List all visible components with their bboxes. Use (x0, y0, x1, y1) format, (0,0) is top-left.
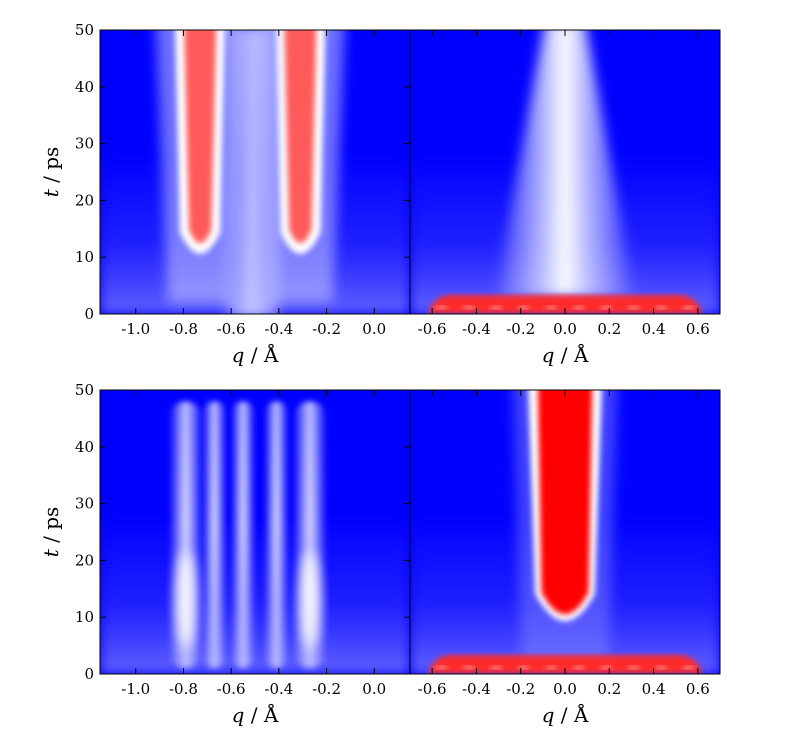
chart-2-feature-2-base-band-speck-2 (462, 305, 475, 310)
chart-3-ylabel-var: t (39, 548, 63, 557)
chart-3-ylabel: t / ps (39, 507, 63, 558)
chart-1-xtick-label-5: -0.2 (312, 320, 341, 338)
chart-1-xlabel-unit: / Å (244, 342, 278, 367)
chart-4-xtick-label-4: 0.0 (553, 680, 577, 698)
chart-3-ytick-label-1: 0 (84, 665, 94, 683)
chart-3-feature-1-stripe-glow (175, 551, 196, 649)
chart-2-feature-2-base-band-speck-5 (545, 305, 558, 310)
chart-2-feature-2-base-band-speck-10 (682, 305, 695, 310)
chart-3-ytick-label-2: 10 (75, 608, 94, 626)
chart-4-xtick-label-3: -0.2 (506, 680, 535, 698)
chart-2-xtick-label-6: 0.4 (642, 320, 666, 338)
chart-3-ytick-label-6: 50 (75, 381, 94, 399)
chart-2-xtick-label-7: 0.6 (686, 320, 710, 338)
chart-1-ylabel: t / ps (39, 147, 63, 198)
chart-4-feature-2-base-band-speck-5 (545, 665, 558, 670)
chart-2-feature-2-base-band-speck-7 (600, 305, 613, 310)
chart-3-feature-5-stripe-glow (299, 551, 320, 649)
chart-4-xlabel-unit: / Å (554, 702, 588, 727)
chart-2-xtick-label-5: 0.2 (597, 320, 621, 338)
chart-4-feature-2-base-band-speck-6 (572, 665, 585, 670)
chart-3-xtick-label-6: 0.0 (362, 680, 386, 698)
chart-4-feature-2-base-band-speck-4 (517, 665, 530, 670)
chart-2-heatmap (410, 30, 720, 314)
chart-4-xtick-label-1: -0.6 (418, 680, 447, 698)
chart-4-xtick-label-6: 0.4 (642, 680, 666, 698)
chart-3-xlabel-unit: / Å (244, 702, 278, 727)
chart-3-heatmap (100, 390, 410, 674)
chart-1-xtick-label-6: 0.0 (362, 320, 386, 338)
chart-2-xtick-label-2: -0.4 (462, 320, 491, 338)
chart-4-feature-2-base-band-speck-10 (682, 665, 695, 670)
panels: -1.0 -0.8 -0.6 -0.4 -0.2 0.0 0 10 20 30 40 50 q / Å t… (39, 21, 721, 727)
chart-2-feature-2-base-band-speck-6 (572, 305, 585, 310)
chart-2-feature-1-central-plume (494, 30, 636, 297)
chart-3-ylabel-unit: / ps (39, 507, 63, 550)
chart-1-ytick-label-5: 40 (75, 78, 94, 96)
chart-1-ytick-label-4: 30 (75, 135, 94, 153)
chart-1-ylabel-unit: / ps (39, 147, 63, 190)
chart-4-xtick-label-7: 0.6 (686, 680, 710, 698)
chart-3-feature-4-stripe (264, 401, 289, 669)
chart-3-xlabel-var: q (232, 703, 245, 727)
chart-2-xlabel: q / Å (542, 342, 589, 367)
chart-3-ytick-label-5: 40 (75, 438, 94, 456)
chart-1-ytick-label-2: 10 (75, 248, 94, 266)
chart-2-top-right: -0.6 -0.4 -0.2 0.0 0.2 0.4 0.6 q / Å (409, 29, 721, 367)
chart-1-ytick-label-6: 50 (75, 21, 94, 39)
chart-4-feature-1-central-column-core (537, 390, 593, 615)
chart-4-feature-2-base-band-speck-7 (600, 665, 613, 670)
chart-1-ytick-label-3: 20 (75, 191, 94, 209)
chart-3-ytick-label-3: 20 (75, 551, 94, 569)
chart-1-xlabel: q / Å (232, 342, 279, 367)
chart-4-feature-2-base-band-speck-8 (627, 665, 640, 670)
chart-4-xtick-label-2: -0.4 (462, 680, 491, 698)
chart-3-feature-2-stripe (202, 401, 227, 669)
chart-1-heatmap (100, 30, 410, 314)
chart-1-feature-2-ridge-core (284, 30, 317, 244)
chart-2-feature-2-base-band-speck-4 (517, 305, 530, 310)
chart-4-feature-2-base-band-speck-9 (655, 665, 668, 670)
chart-3-xtick-label-5: -0.2 (312, 680, 341, 698)
chart-4-feature-2-base-band-speck-2 (462, 665, 475, 670)
chart-1-feature-1-ridge-core (184, 30, 217, 244)
chart-4-xlabel: q / Å (542, 702, 589, 727)
chart-2-xlabel-unit: / Å (554, 342, 588, 367)
chart-1-xtick-label-4: -0.4 (264, 320, 293, 338)
chart-1-xtick-label-2: -0.8 (169, 320, 198, 338)
chart-2-xtick-label-4: 0.0 (553, 320, 577, 338)
chart-1-xlabel-var: q (232, 343, 245, 367)
chart-1-ylabel-var: t (39, 188, 63, 197)
chart-2-feature-2-base-band-speck-8 (627, 305, 640, 310)
chart-3-xtick-label-1: -1.0 (121, 680, 150, 698)
chart-2-xtick-label-3: -0.2 (506, 320, 535, 338)
chart-2-xtick-label-1: -0.6 (418, 320, 447, 338)
chart-4-xlabel-var: q (542, 703, 555, 727)
chart-2-xlabel-var: q (542, 343, 555, 367)
chart-1-top-left: -1.0 -0.8 -0.6 -0.4 -0.2 0.0 0 10 20 30 40 50 q / Å t… (39, 21, 411, 367)
chart-2-feature-2-base-band-speck-9 (655, 305, 668, 310)
chart-4-feature-2-base-band-speck-1 (435, 665, 448, 670)
chart-3-ytick-label-4: 30 (75, 495, 94, 513)
chart-1-feature-3-band (226, 30, 279, 314)
chart-3-xtick-label-2: -0.8 (169, 680, 198, 698)
chart-4-heatmap (410, 390, 720, 674)
chart-3-xtick-label-3: -0.6 (217, 680, 246, 698)
chart-2-feature-2-base-band-speck-3 (490, 305, 503, 310)
chart-1-xtick-label-1: -1.0 (121, 320, 150, 338)
chart-3-xlabel: q / Å (232, 702, 279, 727)
chart-1-ytick-label-1: 0 (84, 305, 94, 323)
chart-3-feature-3-stripe (231, 401, 255, 669)
chart-3-bottom-left: -1.0 -0.8 -0.6 -0.4 -0.2 0.0 0 10 20 30 40 50 q / Å t… (39, 381, 411, 727)
chart-1-xtick-label-3: -0.6 (217, 320, 246, 338)
chart-4-bottom-right: -0.6 -0.4 -0.2 0.0 0.2 0.4 0.6 q / Å (409, 389, 721, 727)
chart-4-feature-2-base-band-speck-3 (490, 665, 503, 670)
chart-2-feature-2-base-band-speck-1 (435, 305, 448, 310)
chart-4-xtick-label-5: 0.2 (597, 680, 621, 698)
chart-3-xtick-label-4: -0.4 (264, 680, 293, 698)
